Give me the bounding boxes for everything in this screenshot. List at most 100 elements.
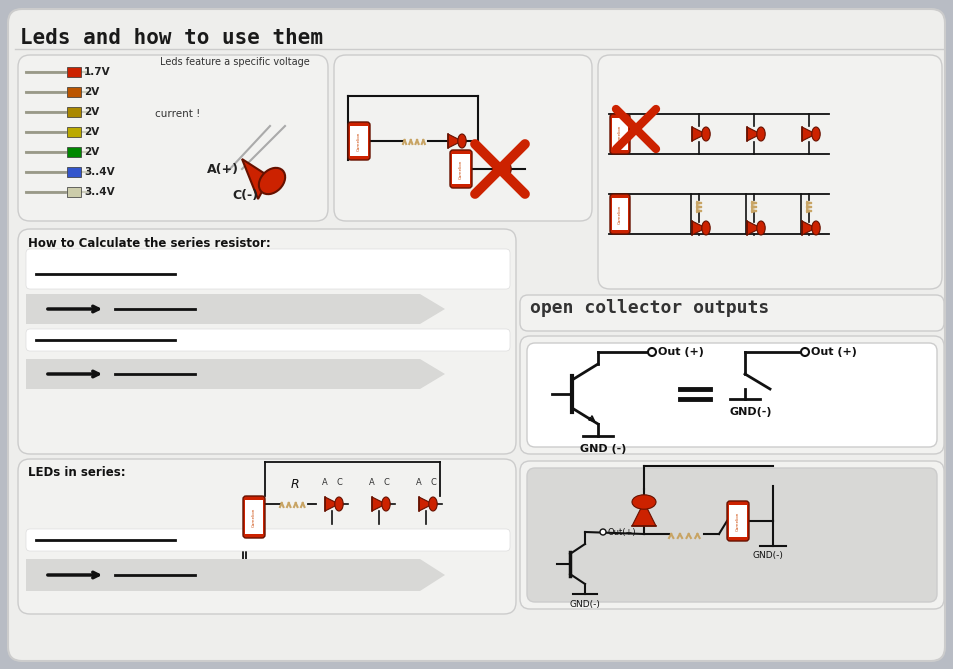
FancyBboxPatch shape <box>243 496 265 538</box>
Text: 2V: 2V <box>84 107 99 117</box>
Polygon shape <box>325 497 338 511</box>
Text: C: C <box>335 478 341 487</box>
Text: R: R <box>291 478 299 491</box>
Bar <box>67 107 81 117</box>
Text: A: A <box>369 478 375 487</box>
Polygon shape <box>801 127 815 141</box>
Ellipse shape <box>701 221 709 235</box>
Text: 3..4V: 3..4V <box>84 167 114 177</box>
Text: Camelion: Camelion <box>356 131 360 151</box>
Bar <box>67 67 81 77</box>
Text: Leds feature a specific voltage: Leds feature a specific voltage <box>160 57 310 67</box>
Bar <box>612 118 627 150</box>
Circle shape <box>801 348 808 356</box>
FancyBboxPatch shape <box>334 55 592 221</box>
Polygon shape <box>691 127 705 141</box>
Bar <box>245 500 263 534</box>
Bar <box>67 87 81 97</box>
FancyBboxPatch shape <box>348 122 370 160</box>
Polygon shape <box>26 559 444 591</box>
FancyBboxPatch shape <box>598 55 941 289</box>
FancyBboxPatch shape <box>519 336 943 454</box>
Text: Camelion: Camelion <box>618 204 621 223</box>
Polygon shape <box>746 221 760 235</box>
Bar <box>67 147 81 157</box>
Text: LEDs in series:: LEDs in series: <box>28 466 126 479</box>
Text: A: A <box>416 478 421 487</box>
Text: 3..4V: 3..4V <box>84 187 114 197</box>
Text: How to Calculate the series resistor:: How to Calculate the series resistor: <box>28 237 271 250</box>
Text: Out(+): Out(+) <box>607 527 636 537</box>
Text: Out (+): Out (+) <box>658 347 703 357</box>
Bar <box>350 126 368 156</box>
Polygon shape <box>801 221 815 235</box>
Polygon shape <box>372 497 386 511</box>
Polygon shape <box>26 294 444 324</box>
Polygon shape <box>493 162 506 176</box>
FancyBboxPatch shape <box>526 468 936 602</box>
FancyBboxPatch shape <box>519 461 943 609</box>
Text: current !: current ! <box>154 109 200 119</box>
FancyBboxPatch shape <box>26 529 510 551</box>
FancyBboxPatch shape <box>450 150 472 188</box>
Text: GND(-): GND(-) <box>569 600 600 609</box>
Text: 2V: 2V <box>84 127 99 137</box>
FancyBboxPatch shape <box>26 329 510 351</box>
FancyBboxPatch shape <box>18 459 516 614</box>
Text: C(-): C(-) <box>232 189 257 201</box>
Ellipse shape <box>428 497 436 511</box>
FancyBboxPatch shape <box>18 229 516 454</box>
Bar <box>67 127 81 137</box>
FancyBboxPatch shape <box>519 295 943 331</box>
FancyBboxPatch shape <box>8 9 944 661</box>
Polygon shape <box>631 502 656 526</box>
Ellipse shape <box>701 127 709 141</box>
Ellipse shape <box>502 162 511 176</box>
Polygon shape <box>26 359 444 389</box>
Text: GND(-): GND(-) <box>752 551 783 560</box>
Ellipse shape <box>381 497 390 511</box>
Ellipse shape <box>335 497 343 511</box>
Text: Camelion: Camelion <box>618 124 621 144</box>
Bar <box>67 187 81 197</box>
Polygon shape <box>746 127 760 141</box>
Text: C: C <box>430 478 436 487</box>
Text: Out (+): Out (+) <box>810 347 856 357</box>
Ellipse shape <box>811 127 820 141</box>
Text: A: A <box>322 478 328 487</box>
Bar <box>728 505 746 537</box>
FancyBboxPatch shape <box>726 501 748 541</box>
Circle shape <box>647 348 656 356</box>
Ellipse shape <box>811 221 820 235</box>
FancyBboxPatch shape <box>609 114 629 154</box>
Polygon shape <box>418 497 433 511</box>
Polygon shape <box>448 134 461 148</box>
Ellipse shape <box>258 168 285 194</box>
FancyBboxPatch shape <box>609 194 629 234</box>
Text: 2V: 2V <box>84 147 99 157</box>
Text: 2V: 2V <box>84 87 99 97</box>
Bar <box>452 154 470 184</box>
Ellipse shape <box>756 127 764 141</box>
Circle shape <box>599 529 605 535</box>
Text: Leds and how to use them: Leds and how to use them <box>20 28 323 48</box>
FancyBboxPatch shape <box>526 343 936 447</box>
Text: Camelion: Camelion <box>735 511 740 531</box>
Text: A(+): A(+) <box>207 163 239 175</box>
Text: GND(-): GND(-) <box>729 407 772 417</box>
FancyBboxPatch shape <box>18 55 328 221</box>
Ellipse shape <box>756 221 764 235</box>
Text: 1.7V: 1.7V <box>84 67 111 77</box>
Ellipse shape <box>457 134 466 148</box>
FancyBboxPatch shape <box>26 249 510 289</box>
Text: open collector outputs: open collector outputs <box>530 299 768 317</box>
Text: C: C <box>383 478 389 487</box>
Bar <box>67 167 81 177</box>
Ellipse shape <box>631 495 656 509</box>
Text: GND (-): GND (-) <box>579 444 626 454</box>
Polygon shape <box>691 221 705 235</box>
Bar <box>612 198 627 230</box>
Text: Camelion: Camelion <box>252 507 255 527</box>
Text: Camelion: Camelion <box>458 159 462 179</box>
Polygon shape <box>242 159 270 199</box>
